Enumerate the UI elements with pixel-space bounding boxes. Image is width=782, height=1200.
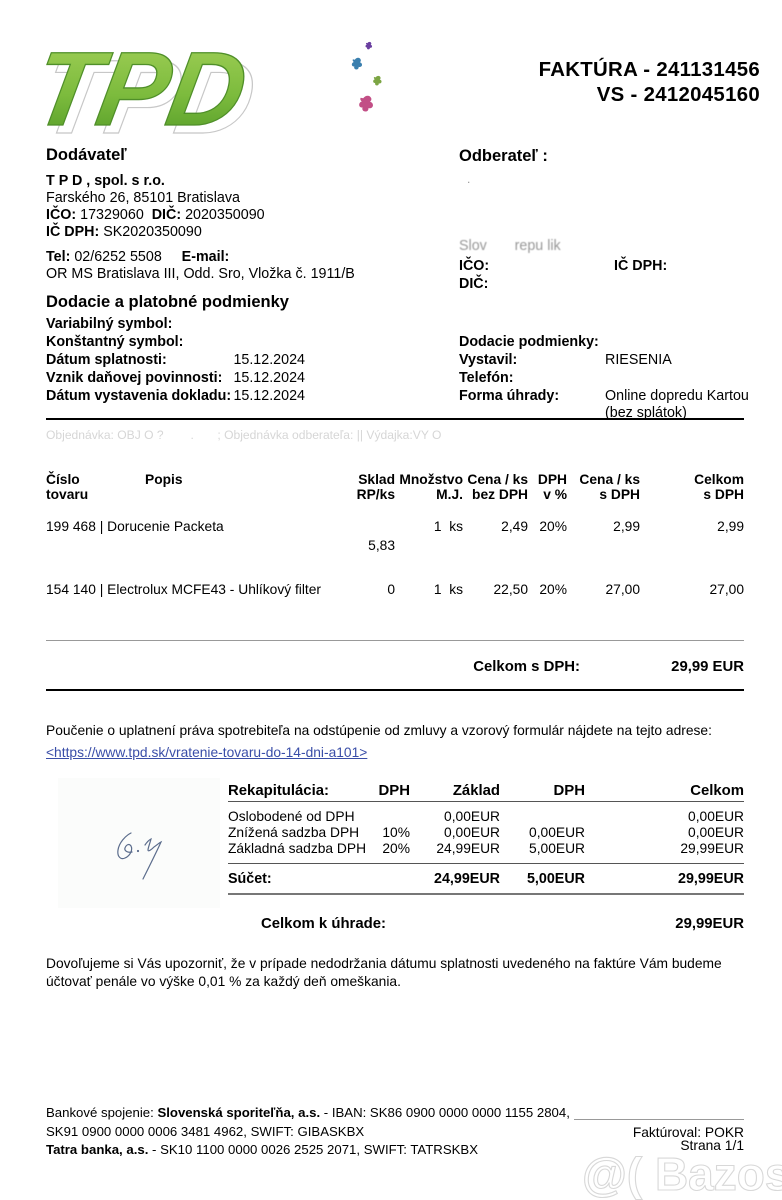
svg-text:TPD: TPD <box>46 31 256 148</box>
svg-text:@( Bazos.sk: @( Bazos.sk <box>582 1148 782 1200</box>
